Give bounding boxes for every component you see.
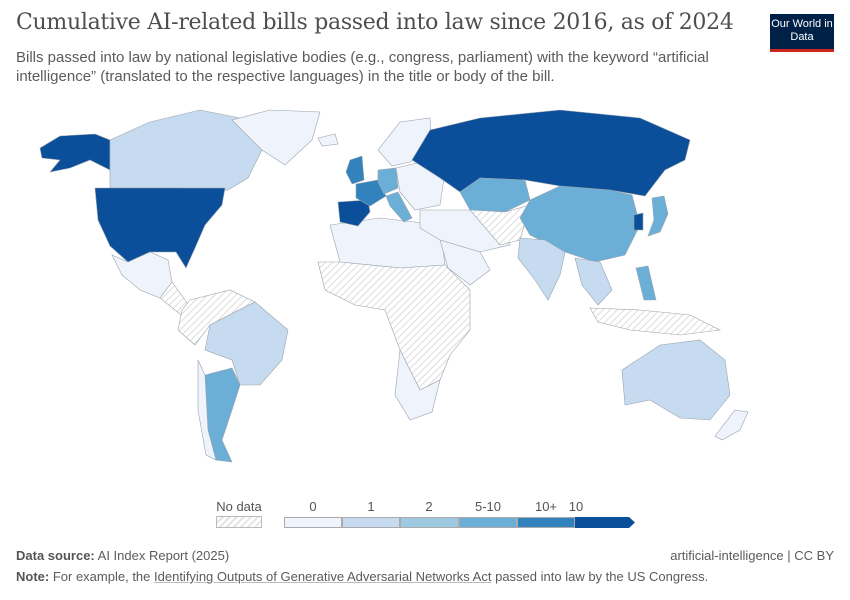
country-greenland[interactable] bbox=[231, 109, 321, 166]
legend-label-0: 0 bbox=[309, 499, 317, 514]
source-label: Data source: bbox=[16, 548, 95, 563]
legend-label-1: 1 bbox=[367, 499, 375, 514]
note-link[interactable]: Identifying Outputs of Generative Advers… bbox=[154, 569, 492, 584]
country-russia[interactable] bbox=[411, 109, 691, 197]
country-mexico[interactable] bbox=[111, 251, 173, 299]
country-germany[interactable] bbox=[377, 167, 399, 195]
legend-label-5-10: 5-10 bbox=[474, 499, 502, 514]
country-new-zealand[interactable] bbox=[714, 409, 749, 441]
world-map bbox=[39, 109, 749, 463]
country-uk[interactable] bbox=[345, 155, 365, 185]
country-france[interactable] bbox=[355, 179, 387, 207]
source-text: AI Index Report (2025) bbox=[97, 548, 230, 563]
country-south-korea[interactable] bbox=[633, 212, 644, 231]
country-italy[interactable] bbox=[385, 191, 413, 223]
license-text[interactable]: artificial-intelligence | CC BY bbox=[670, 548, 834, 563]
country-southern-africa[interactable] bbox=[394, 348, 441, 421]
country-alaska[interactable] bbox=[39, 133, 111, 173]
legend-bin-0 bbox=[284, 517, 343, 528]
country-india[interactable] bbox=[517, 237, 566, 301]
legend-bin-10+ bbox=[516, 517, 575, 528]
country-united-states[interactable] bbox=[94, 187, 226, 269]
legend-label-10: 10 bbox=[568, 499, 584, 514]
country-southeast-asia[interactable] bbox=[574, 257, 613, 306]
country-japan[interactable] bbox=[647, 195, 669, 237]
country-saudi-arabia[interactable] bbox=[439, 239, 491, 286]
country-iceland[interactable] bbox=[317, 133, 339, 147]
legend-label-2: 2 bbox=[425, 499, 433, 514]
country-philippines[interactable] bbox=[635, 265, 657, 301]
country-chile[interactable] bbox=[197, 359, 217, 461]
note-text-end: passed into law by the US Congress. bbox=[495, 569, 709, 584]
legend-bin-2 bbox=[400, 517, 459, 528]
data-source: Data source: AI Index Report (2025) bbox=[16, 548, 229, 563]
country-indonesia[interactable] bbox=[589, 307, 722, 336]
country-australia[interactable] bbox=[621, 339, 731, 421]
page-title: Cumulative AI-related bills passed into … bbox=[16, 10, 734, 35]
legend-bin-5-10 bbox=[458, 517, 517, 528]
legend-bin-arrow bbox=[575, 517, 635, 528]
page-subtitle: Bills passed into law by national legisl… bbox=[16, 49, 709, 85]
note: Note: For example, the Identifying Outpu… bbox=[16, 569, 708, 584]
legend-label-10plus: 10+ bbox=[534, 499, 558, 514]
note-text: For example, the bbox=[52, 569, 151, 584]
owid-logo[interactable]: Our World in Data bbox=[770, 14, 834, 52]
country-africa[interactable] bbox=[317, 261, 471, 391]
note-label: Note: bbox=[16, 569, 50, 584]
legend-no-data-swatch bbox=[216, 516, 262, 528]
legend-bin-1 bbox=[342, 517, 401, 528]
legend-no-data-label: No data bbox=[216, 499, 262, 514]
country-brazil[interactable] bbox=[204, 301, 289, 386]
